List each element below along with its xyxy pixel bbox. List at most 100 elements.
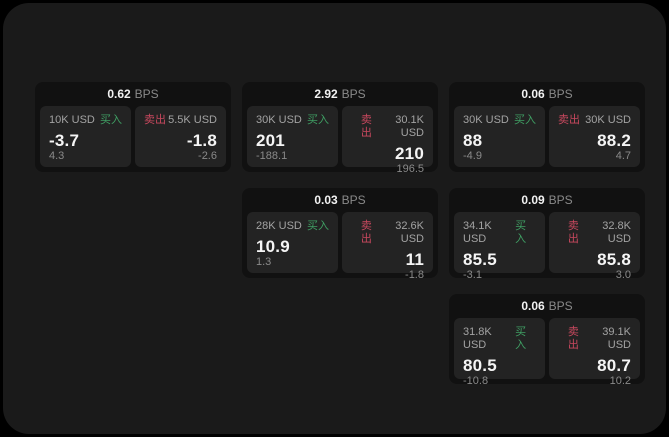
buy-price: 85.5 [463, 250, 497, 269]
quote-panels: 30K USD 买入 88 -4.9 卖出 30K USD 88.2 4.7 [454, 106, 640, 167]
card-header: 0.62 BPS [40, 82, 226, 106]
buy-panel-header: 31.8K USD 买入 [463, 326, 536, 352]
bps-value: 0.06 [521, 87, 545, 101]
buy-notional-label: 31.8K USD [463, 326, 492, 351]
bps-unit-label: BPS [548, 193, 573, 207]
buy-price: 80.5 [463, 356, 497, 375]
quote-panels: 10K USD 买入 -3.7 4.3 卖出 5.5K USD -1.8 -2.… [40, 106, 226, 167]
sell-panel-header: 卖出 5.5K USD [144, 114, 217, 127]
buy-panel[interactable]: 28K USD 买入 10.9 1.3 [247, 212, 338, 273]
card-header: 2.92 BPS [247, 82, 433, 106]
sell-secondary-value: -1.8 [405, 269, 424, 281]
buy-panel-header: 30K USD 买入 [463, 114, 536, 127]
sell-price: 80.7 [597, 356, 631, 375]
sell-panel-header: 卖出 39.1K USD [558, 326, 631, 352]
quote-card: 0.09 BPS 34.1K USD 买入 85.5 -3.1 卖出 32.8K… [449, 188, 645, 281]
sell-side-label: 卖出 [558, 114, 580, 126]
quote-card: 0.62 BPS 10K USD 买入 -3.7 4.3 卖出 5.5K USD… [35, 82, 231, 172]
bps-unit-label: BPS [341, 193, 366, 207]
sell-side-label: 卖出 [567, 220, 579, 245]
sell-secondary-value: 10.2 [609, 375, 631, 387]
buy-price: 201 [256, 131, 285, 150]
sell-panel[interactable]: 卖出 39.1K USD 80.7 10.2 [549, 318, 640, 387]
sell-secondary-value: 3.0 [615, 269, 631, 281]
sell-price: 85.8 [597, 250, 631, 269]
quote-card: 0.06 BPS 31.8K USD 买入 80.5 -10.8 卖出 39.1… [449, 294, 645, 387]
buy-panel[interactable]: 31.8K USD 买入 80.5 -10.8 [454, 318, 545, 387]
bps-unit-label: BPS [134, 87, 159, 101]
card-header: 0.03 BPS [247, 188, 433, 212]
bps-value: 0.03 [314, 193, 338, 207]
buy-price: 10.9 [256, 237, 290, 256]
bps-value: 2.92 [314, 87, 338, 101]
sell-notional-label: 32.6K USD [395, 220, 424, 245]
sell-panel[interactable]: 卖出 5.5K USD -1.8 -2.6 [135, 106, 226, 167]
buy-side-label: 买入 [307, 114, 329, 126]
buy-panel[interactable]: 34.1K USD 买入 85.5 -3.1 [454, 212, 545, 281]
quote-card: 0.06 BPS 30K USD 买入 88 -4.9 卖出 30K USD 8… [449, 82, 645, 172]
sell-panel[interactable]: 卖出 32.6K USD 11 -1.8 [342, 212, 433, 281]
sell-panel-header: 卖出 30K USD [558, 114, 631, 127]
sell-notional-label: 5.5K USD [168, 114, 217, 126]
buy-secondary-value: 4.3 [49, 150, 65, 162]
quote-card: 2.92 BPS 30K USD 买入 201 -188.1 卖出 30.1K … [242, 82, 438, 175]
quote-cards-grid: 0.62 BPS 10K USD 买入 -3.7 4.3 卖出 5.5K USD… [35, 82, 645, 387]
bps-unit-label: BPS [548, 299, 573, 313]
buy-secondary-value: -10.8 [463, 375, 489, 387]
bps-value: 0.06 [521, 299, 545, 313]
buy-side-label: 买入 [515, 326, 527, 351]
buy-panel[interactable]: 30K USD 买入 201 -188.1 [247, 106, 338, 167]
sell-notional-label: 39.1K USD [602, 326, 631, 351]
buy-panel-header: 28K USD 买入 [256, 220, 329, 233]
buy-side-label: 买入 [515, 220, 527, 245]
buy-price: -3.7 [49, 131, 80, 150]
buy-panel-header: 10K USD 买入 [49, 114, 122, 127]
quote-panels: 34.1K USD 买入 85.5 -3.1 卖出 32.8K USD 85.8… [454, 212, 640, 281]
card-header: 0.06 BPS [454, 82, 640, 106]
card-header: 0.09 BPS [454, 188, 640, 212]
bps-value: 0.62 [107, 87, 131, 101]
sell-secondary-value: 4.7 [615, 150, 631, 162]
quote-card: 0.03 BPS 28K USD 买入 10.9 1.3 卖出 32.6K US… [242, 188, 438, 281]
sell-notional-label: 30.1K USD [395, 114, 424, 139]
sell-price: 88.2 [597, 131, 631, 150]
buy-notional-label: 10K USD [49, 114, 95, 126]
sell-secondary-value: 196.5 [396, 163, 424, 175]
sell-panel-header: 卖出 32.8K USD [558, 220, 631, 246]
sell-side-label: 卖出 [360, 114, 372, 139]
bps-unit-label: BPS [341, 87, 366, 101]
quote-panels: 31.8K USD 买入 80.5 -10.8 卖出 39.1K USD 80.… [454, 318, 640, 387]
buy-notional-label: 28K USD [256, 220, 302, 232]
sell-notional-label: 30K USD [585, 114, 631, 126]
sell-panel[interactable]: 卖出 30.1K USD 210 196.5 [342, 106, 433, 175]
bps-unit-label: BPS [548, 87, 573, 101]
sell-side-label: 卖出 [567, 326, 579, 351]
quote-panels: 30K USD 买入 201 -188.1 卖出 30.1K USD 210 1… [247, 106, 433, 175]
sell-notional-label: 32.8K USD [602, 220, 631, 245]
buy-side-label: 买入 [514, 114, 536, 126]
buy-panel[interactable]: 10K USD 买入 -3.7 4.3 [40, 106, 131, 167]
sell-side-label: 卖出 [144, 114, 166, 126]
buy-notional-label: 30K USD [463, 114, 509, 126]
buy-panel[interactable]: 30K USD 买入 88 -4.9 [454, 106, 545, 167]
buy-secondary-value: -3.1 [463, 269, 482, 281]
buy-price: 88 [463, 131, 483, 150]
card-header: 0.06 BPS [454, 294, 640, 318]
buy-side-label: 买入 [307, 220, 329, 232]
sell-panel[interactable]: 卖出 32.8K USD 85.8 3.0 [549, 212, 640, 281]
buy-secondary-value: -4.9 [463, 150, 482, 162]
buy-panel-header: 30K USD 买入 [256, 114, 329, 127]
buy-panel-header: 34.1K USD 买入 [463, 220, 536, 246]
buy-side-label: 买入 [100, 114, 122, 126]
sell-secondary-value: -2.6 [198, 150, 217, 162]
sell-price: 11 [405, 250, 424, 269]
sell-panel-header: 卖出 32.6K USD [351, 220, 424, 246]
sell-price: -1.8 [186, 131, 217, 150]
bps-value: 0.09 [521, 193, 545, 207]
quote-panels: 28K USD 买入 10.9 1.3 卖出 32.6K USD 11 -1.8 [247, 212, 433, 281]
app-window: 0.62 BPS 10K USD 买入 -3.7 4.3 卖出 5.5K USD… [3, 3, 666, 434]
sell-panel-header: 卖出 30.1K USD [351, 114, 424, 140]
buy-notional-label: 34.1K USD [463, 220, 492, 245]
sell-panel[interactable]: 卖出 30K USD 88.2 4.7 [549, 106, 640, 167]
